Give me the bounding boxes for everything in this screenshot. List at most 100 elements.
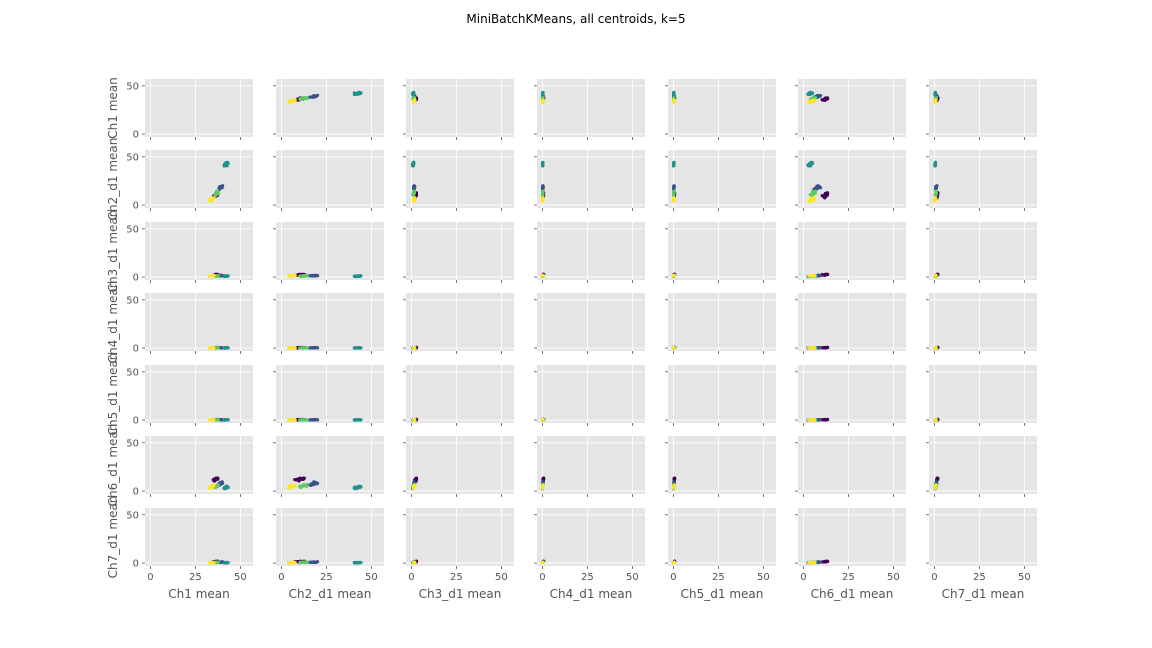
data-point <box>293 478 297 482</box>
panel-ch5-d1-mean-vs-ch5-d1-mean <box>665 365 776 426</box>
data-point <box>223 560 228 565</box>
panel-ch2-d1-mean-vs-ch7-d1-mean <box>926 150 1037 211</box>
data-point <box>298 484 302 488</box>
x-tick-label: 0 <box>147 572 153 583</box>
data-point <box>219 273 223 278</box>
y-tick-label: 0 <box>133 273 139 284</box>
panel-ch3-d1-mean-vs-ch6-d1-mean <box>795 222 906 283</box>
y-tick-label: 50 <box>126 152 139 163</box>
x-tick-label: 0 <box>278 572 284 583</box>
data-point <box>214 560 219 564</box>
panel-background <box>276 150 384 208</box>
data-point <box>305 484 309 488</box>
data-point <box>313 273 318 278</box>
y-tick-label: 0 <box>133 130 139 141</box>
data-point <box>672 485 676 489</box>
data-point <box>810 193 814 197</box>
data-point <box>353 418 357 422</box>
data-point <box>821 346 825 350</box>
panel-background <box>668 79 776 137</box>
data-point <box>411 162 415 166</box>
data-point <box>219 185 223 189</box>
y-tick-label: 0 <box>133 344 139 355</box>
scatter-points <box>933 90 940 104</box>
data-point <box>541 485 545 489</box>
panel-ch4-d1-mean-vs-ch1-mean: 050 <box>126 293 253 355</box>
scatter-points <box>806 160 830 203</box>
panel-ch5-d1-mean-vs-ch2-d1-mean <box>273 365 384 426</box>
data-point <box>208 418 213 422</box>
data-point <box>933 197 937 201</box>
data-point <box>305 418 309 422</box>
data-point <box>411 197 415 201</box>
data-point <box>223 486 228 490</box>
data-point <box>313 418 318 422</box>
panel-background <box>276 365 384 423</box>
data-point <box>934 185 938 189</box>
panel-ch3-d1-mean-vs-ch4-d1-mean <box>534 222 645 283</box>
y-tick-label: 50 <box>126 224 139 235</box>
scatter-points <box>410 559 419 565</box>
data-point <box>353 346 357 350</box>
scatter-points <box>540 272 546 279</box>
panel-ch4-d1-mean-vs-ch6-d1-mean <box>795 293 906 354</box>
panel-ch2-d1-mean-vs-ch3-d1-mean <box>403 150 514 211</box>
data-point <box>411 100 415 104</box>
panel-ch1-mean-vs-ch4-d1-mean <box>534 79 645 140</box>
panel-background <box>406 508 514 566</box>
panel-background <box>798 293 906 351</box>
data-point <box>411 485 415 489</box>
panel-background <box>276 508 384 566</box>
data-point <box>305 346 309 350</box>
data-point <box>305 97 309 101</box>
data-point <box>672 197 676 201</box>
data-point <box>824 345 829 350</box>
panel-background <box>145 222 253 280</box>
data-point <box>672 100 676 104</box>
panel-ch5-d1-mean-vs-ch4-d1-mean <box>534 365 645 426</box>
panel-ch6-d1-mean-vs-ch5-d1-mean <box>665 436 776 497</box>
data-point <box>933 162 937 166</box>
scatter-points <box>806 345 830 350</box>
data-point <box>219 418 223 422</box>
panel-background <box>145 79 253 137</box>
panel-ch6-d1-mean-vs-ch7-d1-mean <box>926 436 1037 497</box>
scatter-points <box>410 90 419 104</box>
data-point <box>307 418 312 422</box>
data-point <box>933 193 937 197</box>
panel-background <box>406 293 514 351</box>
panel-ch7-d1-mean-vs-ch4-d1-mean: 0 25 50 <box>534 508 645 583</box>
scatter-points <box>671 476 677 491</box>
scatter-points <box>806 417 830 422</box>
panel-background <box>668 365 776 423</box>
data-point <box>672 274 676 278</box>
x-tick-label: 25 <box>189 572 202 583</box>
data-point <box>817 94 821 98</box>
panel-background <box>537 293 645 351</box>
data-point <box>411 418 415 422</box>
data-point <box>541 100 545 104</box>
scatter-points <box>207 345 230 350</box>
data-point <box>817 346 821 350</box>
data-point <box>307 560 312 564</box>
data-point <box>411 346 415 350</box>
data-point <box>208 274 213 278</box>
data-point <box>214 418 219 422</box>
data-point <box>933 92 937 96</box>
data-point <box>214 189 219 194</box>
panel-background <box>537 150 645 208</box>
data-point <box>541 162 545 166</box>
data-point <box>307 346 312 350</box>
data-point <box>291 100 295 104</box>
x-tick-label: 25 <box>320 572 333 583</box>
panel-ch6-d1-mean-vs-ch1-mean: 050 <box>126 436 253 498</box>
data-point <box>302 346 307 350</box>
data-point <box>226 161 230 166</box>
data-point <box>353 92 357 96</box>
data-point <box>226 485 230 489</box>
data-point <box>291 418 295 422</box>
data-point <box>353 274 357 278</box>
data-point <box>541 193 545 197</box>
data-point <box>214 484 219 488</box>
